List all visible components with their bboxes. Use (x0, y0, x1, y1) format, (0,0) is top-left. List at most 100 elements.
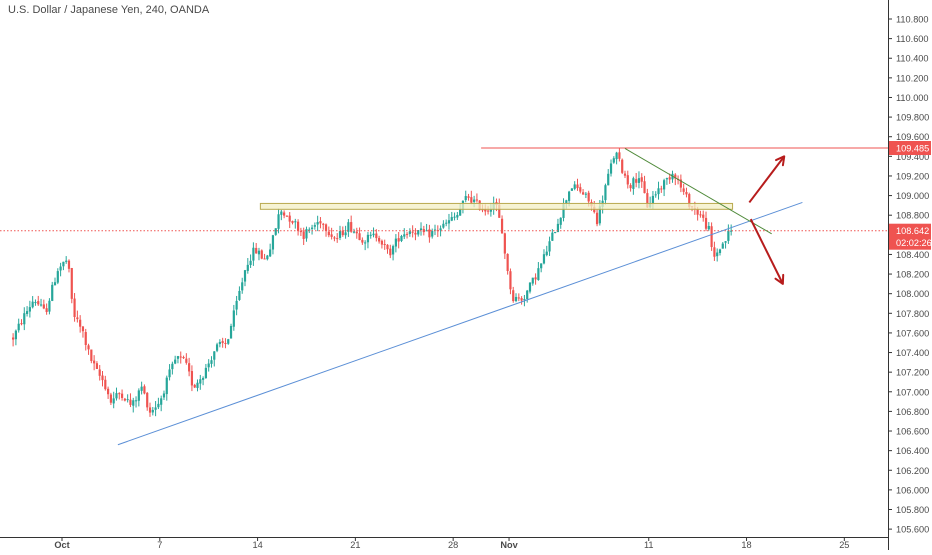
candle-body (308, 229, 311, 231)
price-tick-label: 109.400 (896, 152, 929, 162)
candle-body (710, 226, 713, 248)
candle-body (559, 217, 562, 225)
candle-body (266, 255, 269, 260)
trend-up-arrow-head (775, 155, 786, 167)
candle-body (56, 271, 59, 283)
candle-body (660, 188, 663, 190)
price-tick-label: 107.800 (896, 309, 929, 319)
candle-body (59, 266, 62, 271)
candle-body (716, 252, 719, 257)
candle-body (663, 180, 666, 190)
candle-body (151, 409, 154, 413)
candle-body (579, 187, 582, 192)
candle-body (629, 185, 632, 189)
candle-body (338, 231, 342, 238)
candle-body (280, 211, 283, 215)
price-tick-label: 109.200 (896, 171, 929, 181)
candle-body (84, 332, 87, 345)
candle-body (459, 209, 462, 216)
candle-body (95, 363, 99, 369)
candle-body (148, 407, 152, 413)
candle-body (562, 204, 565, 218)
candle-body (65, 260, 68, 262)
candle-body (548, 241, 551, 252)
candle-body (204, 367, 207, 379)
candle-body (20, 323, 23, 325)
candle-body (123, 398, 126, 401)
price-tick-label: 107.400 (896, 348, 929, 358)
price-tick-label: 106.200 (896, 466, 929, 476)
current-price-label: 108.642 (896, 226, 929, 236)
candle-body (500, 218, 504, 234)
price-tick-label: 105.800 (896, 505, 929, 515)
candle-body (665, 178, 669, 180)
candle-body (369, 234, 372, 236)
candle-body (565, 200, 568, 204)
candle-body (542, 254, 546, 264)
candle-body (104, 379, 107, 390)
time-tick-label: Nov (500, 540, 518, 550)
candle-body (165, 377, 168, 395)
candle-body (405, 233, 409, 235)
candle-body (193, 384, 196, 388)
candle-body (419, 228, 423, 231)
candle-body (453, 216, 456, 218)
candle-body (140, 386, 143, 391)
candle-body (609, 163, 613, 174)
trend-down-arrow-head (774, 273, 785, 285)
candle-body (232, 310, 235, 327)
candle-body (221, 341, 224, 344)
candle-body (534, 277, 537, 280)
candle-body (433, 229, 437, 231)
candle-body (132, 400, 135, 406)
candle-body (188, 363, 191, 372)
candle-body (73, 298, 76, 317)
candle-body (442, 223, 445, 228)
candle-body (227, 339, 230, 344)
candle-body (31, 301, 34, 308)
time-tick-label: 25 (839, 540, 849, 550)
candle-body (48, 300, 51, 312)
candle-body (584, 193, 587, 195)
candle-body (168, 369, 171, 378)
candle-body (503, 233, 506, 254)
candle-body (727, 230, 730, 241)
price-tick-label: 106.000 (896, 485, 929, 495)
price-tick-label: 110.000 (896, 93, 929, 103)
candle-body (414, 232, 417, 235)
candle-body (581, 192, 585, 195)
candle-body (679, 179, 682, 188)
candle-body (199, 379, 202, 384)
candle-body (109, 394, 112, 403)
resistance-zone (259, 202, 734, 210)
candle-body (685, 192, 688, 195)
candle-body (486, 210, 490, 212)
price-tick-label: 106.400 (896, 446, 929, 456)
candle-body (707, 225, 710, 230)
candle-body (224, 342, 227, 344)
candle-body (257, 250, 261, 255)
candle-body (718, 249, 722, 253)
candle-body (179, 356, 182, 358)
price-tick-label: 108.200 (896, 270, 929, 280)
candle-body (112, 398, 115, 404)
candle-body (651, 195, 655, 203)
time-tick-label: 14 (252, 540, 262, 550)
candle-body (190, 371, 194, 386)
candle-body (39, 304, 43, 306)
candle-body (378, 237, 381, 242)
candle-body (400, 236, 403, 241)
candle-body (623, 173, 627, 176)
candle-body (386, 244, 389, 250)
candle-body (101, 375, 104, 381)
candle-body (568, 191, 571, 201)
candle-body (235, 300, 238, 310)
price-tick-label: 110.200 (896, 73, 929, 83)
candle-body (288, 215, 291, 222)
candle-body (604, 185, 607, 201)
candle-body (554, 232, 557, 234)
candle-body (215, 344, 219, 351)
candle-body (341, 230, 344, 236)
